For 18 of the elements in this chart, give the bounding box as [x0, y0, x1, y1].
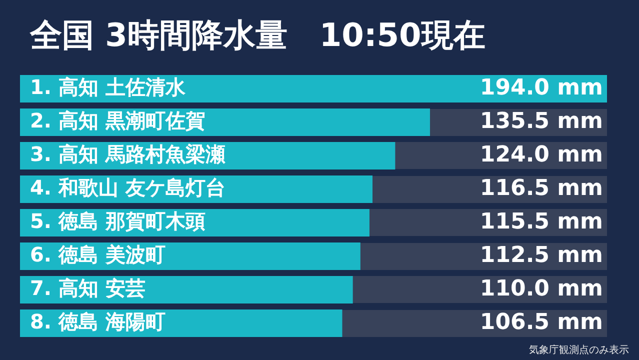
data-label: 194.0 mm	[480, 75, 603, 100]
y-tick-label: 7. 高知 安芸	[30, 276, 146, 300]
y-tick-label: 5. 徳島 那賀町木頭	[30, 208, 206, 233]
data-label: 110.0 mm	[480, 276, 603, 302]
chart-title: 全国 3時間降水量 10:50現在	[30, 15, 486, 56]
data-label: 116.5 mm	[480, 176, 603, 201]
data-label: 135.5 mm	[480, 108, 603, 134]
y-tick-label: 3. 高知 馬路村魚梁瀬	[30, 142, 226, 166]
data-label: 124.0 mm	[480, 142, 603, 168]
text: 気象庁観測点のみ表示	[529, 344, 629, 357]
data-label: 112.5 mm	[480, 242, 603, 268]
y-tick-label: 8. 徳島 海陽町	[30, 309, 166, 334]
data-label: 115.5 mm	[480, 209, 603, 234]
data-label: 106.5 mm	[480, 310, 603, 335]
y-tick-label: 2. 高知 黒潮町佐賀	[30, 108, 206, 132]
y-tick-label: 6. 徳島 美波町	[30, 242, 166, 266]
y-tick-label: 4. 和歌山 友ケ島灯台	[30, 175, 226, 200]
y-tick-label: 1. 高知 土佐清水	[30, 74, 186, 99]
